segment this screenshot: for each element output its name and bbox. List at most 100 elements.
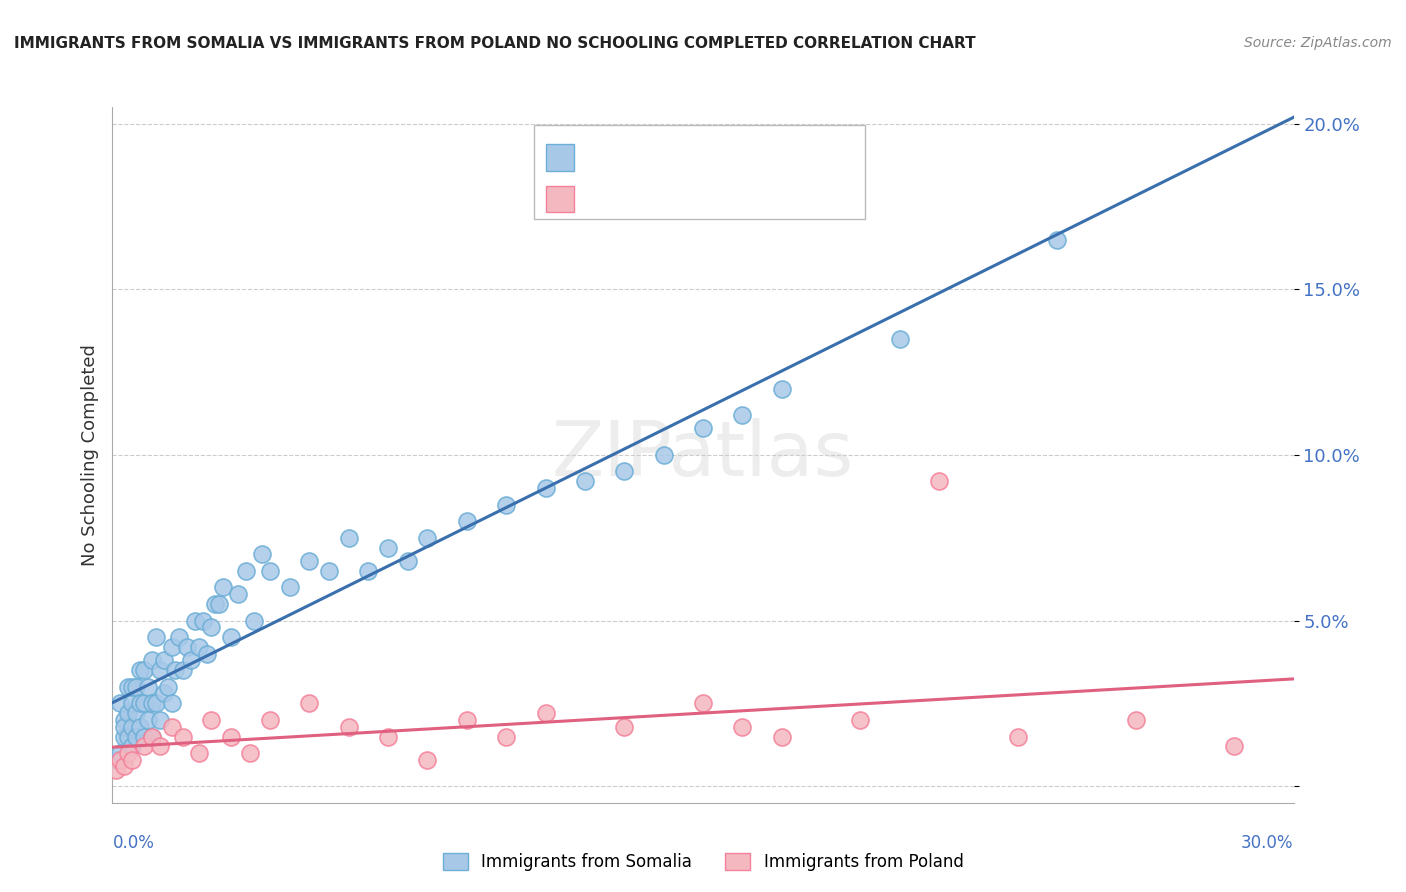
Point [149, 739, 172, 754]
Point [121, 739, 143, 754]
Point [1007, 730, 1029, 744]
Point [259, 713, 281, 727]
Point [337, 720, 360, 734]
Point [112, 713, 135, 727]
Point [141, 653, 163, 667]
Point [141, 697, 163, 711]
Text: N = 31: N = 31 [703, 193, 765, 211]
Point [121, 720, 143, 734]
Point [731, 720, 754, 734]
Point [495, 730, 517, 744]
Point [377, 541, 399, 555]
Point [298, 697, 321, 711]
Point [337, 531, 360, 545]
Legend: Immigrants from Somalia, Immigrants from Poland: Immigrants from Somalia, Immigrants from… [436, 847, 970, 878]
Point [204, 597, 226, 611]
Point [928, 475, 950, 489]
Point [121, 697, 143, 711]
Point [1223, 739, 1246, 754]
Point [160, 697, 183, 711]
Point [132, 663, 155, 677]
Point [132, 730, 155, 744]
Point [396, 554, 419, 568]
Point [239, 746, 262, 760]
Point [136, 713, 159, 727]
Point [121, 753, 143, 767]
Text: IMMIGRANTS FROM SOMALIA VS IMMIGRANTS FROM POLAND NO SCHOOLING COMPLETED CORRELA: IMMIGRANTS FROM SOMALIA VS IMMIGRANTS FR… [14, 36, 976, 51]
Point [145, 630, 167, 644]
Text: 30.0%: 30.0% [1241, 834, 1294, 852]
Point [416, 531, 439, 545]
Point [129, 720, 152, 734]
Point [169, 630, 191, 644]
Point [112, 730, 135, 744]
Text: Source: ZipAtlas.com: Source: ZipAtlas.com [1244, 36, 1392, 50]
Point [357, 564, 380, 578]
Point [377, 730, 399, 744]
Point [278, 581, 301, 595]
Point [141, 730, 163, 744]
Point [176, 640, 198, 654]
Point [889, 332, 911, 346]
Point [129, 697, 152, 711]
Point [110, 746, 132, 760]
Point [105, 763, 128, 777]
Point [770, 382, 793, 396]
Point [121, 680, 143, 694]
Point [117, 706, 139, 721]
Point [770, 730, 793, 744]
Point [172, 730, 194, 744]
Point [117, 680, 139, 694]
Point [298, 554, 321, 568]
Point [456, 713, 478, 727]
Point [184, 614, 207, 628]
Point [613, 720, 636, 734]
Point [208, 597, 231, 611]
Point [125, 680, 148, 694]
Point [172, 663, 194, 677]
Text: 0.0%: 0.0% [112, 834, 155, 852]
Point [456, 514, 478, 528]
Point [534, 481, 557, 495]
Point [495, 498, 517, 512]
Point [228, 587, 250, 601]
Text: N = 74: N = 74 [703, 152, 765, 169]
Point [1046, 233, 1069, 247]
Point [145, 697, 167, 711]
Point [250, 547, 273, 561]
Point [211, 581, 233, 595]
Point [188, 746, 211, 760]
Point [112, 759, 135, 773]
Point [160, 720, 183, 734]
Point [849, 713, 872, 727]
Point [692, 421, 714, 435]
Point [259, 564, 281, 578]
Point [416, 753, 439, 767]
Point [152, 653, 174, 667]
Point [125, 730, 148, 744]
Point [613, 465, 636, 479]
Point [574, 475, 596, 489]
Y-axis label: No Schooling Completed: No Schooling Completed [80, 344, 98, 566]
Text: R = 0.266: R = 0.266 [583, 193, 666, 211]
Point [219, 630, 242, 644]
Point [219, 730, 242, 744]
Point [149, 713, 172, 727]
Point [180, 653, 202, 667]
Point [534, 706, 557, 721]
Point [318, 564, 340, 578]
Point [141, 730, 163, 744]
Point [243, 614, 266, 628]
Point [110, 697, 132, 711]
Point [200, 713, 222, 727]
Point [152, 686, 174, 700]
Point [125, 706, 148, 721]
Point [136, 680, 159, 694]
Point [200, 620, 222, 634]
Point [117, 746, 139, 760]
Point [110, 753, 132, 767]
Point [117, 730, 139, 744]
Point [149, 663, 172, 677]
Point [156, 680, 179, 694]
Point [195, 647, 218, 661]
